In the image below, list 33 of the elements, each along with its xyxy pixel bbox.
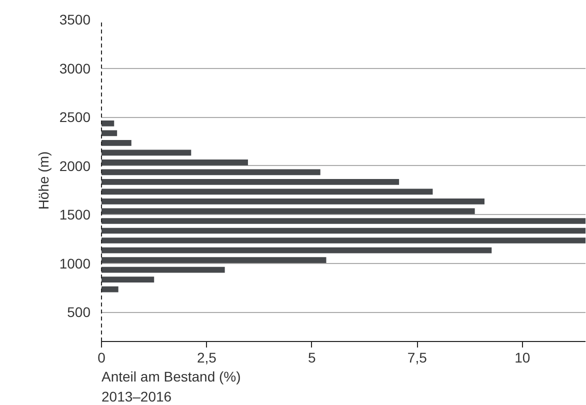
- bar: [102, 188, 433, 195]
- x-tick-label: 7,5: [407, 350, 428, 366]
- y-tick-label: 1500: [59, 206, 91, 223]
- bar: [102, 179, 400, 185]
- bar: [102, 130, 118, 136]
- bar: [102, 169, 320, 176]
- y-tick-label: 3000: [59, 60, 91, 76]
- x-tick-label: 10: [514, 350, 530, 366]
- bar: [102, 257, 326, 263]
- x-tick-label: 2,5: [196, 350, 217, 366]
- x-axis-title: Anteil am Bestand (%): [102, 368, 241, 384]
- bar: [102, 218, 586, 224]
- y-tick-label: 500: [67, 304, 91, 320]
- bar: [102, 120, 114, 126]
- x-tick-label: 5: [308, 350, 316, 366]
- x-tick-label: 0: [98, 350, 106, 366]
- bar: [102, 276, 154, 282]
- bar: [102, 266, 225, 273]
- bar: [102, 160, 248, 166]
- y-axis-title: Höhe (m): [35, 151, 52, 210]
- y-tick-label: 2000: [59, 158, 91, 174]
- y-tick-label: 1000: [59, 255, 91, 272]
- bar: [102, 198, 484, 204]
- bar: [102, 286, 118, 292]
- bar: [102, 238, 586, 244]
- y-tick-label: 2500: [59, 109, 91, 126]
- bar: [102, 150, 192, 156]
- text: 2013–2016: [102, 388, 172, 404]
- y-tick-label: 3500: [59, 12, 91, 28]
- bar: [102, 208, 475, 214]
- bar: [102, 140, 132, 146]
- bar: [102, 247, 492, 254]
- bar: [102, 228, 586, 234]
